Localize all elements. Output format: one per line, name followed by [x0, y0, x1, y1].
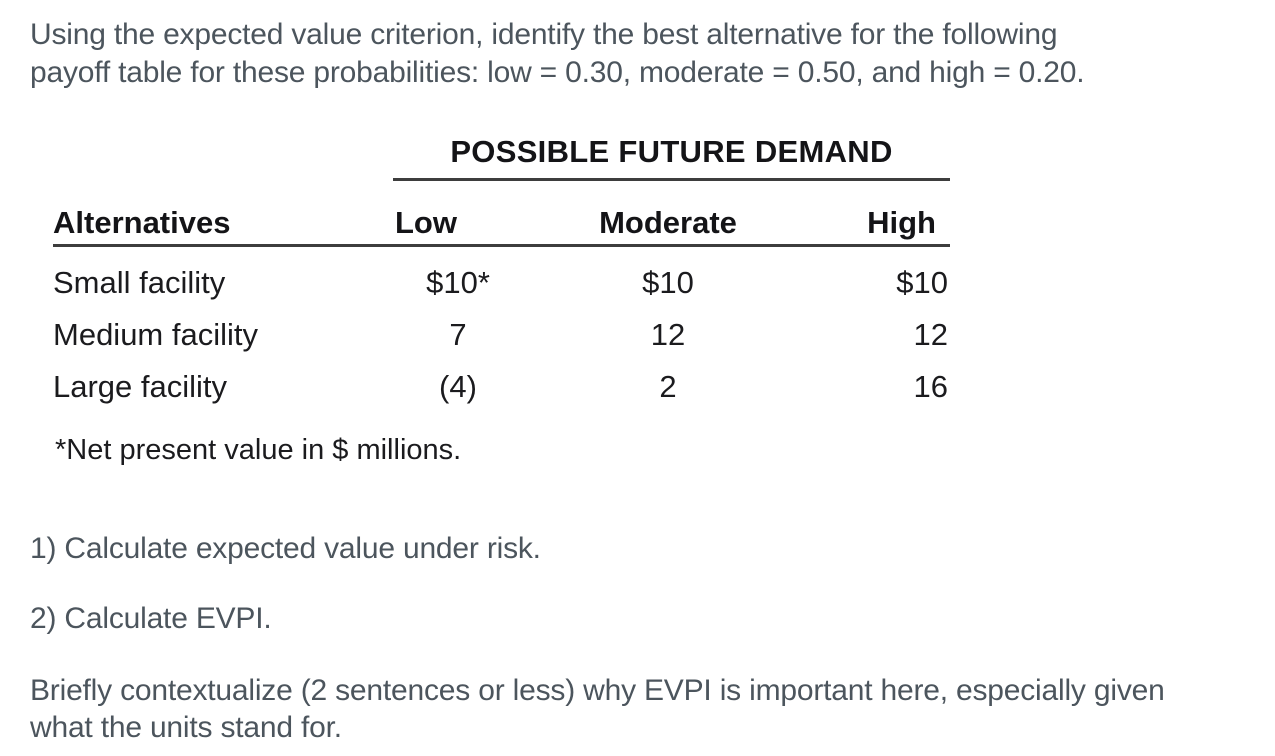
- cell-low: (4): [439, 369, 477, 404]
- table-row-medium-facility: Medium facility 7 12 12: [53, 309, 950, 361]
- table-body: Small facility $10* $10 $10 Medium facil…: [53, 257, 950, 413]
- problem-statement-line-1: Using the expected value criterion, iden…: [30, 18, 1058, 51]
- cell-high: 16: [913, 369, 948, 404]
- closing-paragraph-line-1: Briefly contextualize (2 sentences or le…: [30, 674, 1165, 707]
- closing-paragraph-line-2: what the units stand for.: [30, 711, 342, 744]
- cell-moderate: $10: [642, 265, 694, 300]
- table-spanner-heading: POSSIBLE FUTURE DEMAND: [450, 134, 893, 169]
- column-header-alternatives: Alternatives: [53, 205, 231, 240]
- cell-low: 7: [449, 317, 467, 352]
- task-2: 2) Calculate EVPI.: [30, 602, 272, 635]
- cell-alternative: Large facility: [53, 369, 228, 404]
- cell-moderate: 2: [659, 369, 677, 404]
- cell-alternative: Medium facility: [53, 317, 258, 352]
- column-header-moderate: Moderate: [599, 205, 737, 240]
- cell-high: 12: [913, 317, 948, 352]
- problem-statement: Using the expected value criterion, iden…: [30, 16, 1085, 92]
- cell-moderate: 12: [650, 317, 686, 352]
- task-1: 1) Calculate expected value under risk.: [30, 532, 541, 565]
- header-underline-rule: [53, 244, 950, 247]
- cell-alternative: Small facility: [53, 265, 226, 300]
- closing-paragraph: Briefly contextualize (2 sentences or le…: [30, 672, 1165, 746]
- cell-low: $10*: [426, 265, 490, 300]
- table-row-large-facility: Large facility (4) 2 16: [53, 361, 950, 413]
- column-header-high: High: [867, 205, 936, 240]
- table-footnote: *Net present value in $ millions.: [55, 434, 462, 466]
- table-row-small-facility: Small facility $10* $10 $10: [53, 257, 950, 309]
- problem-statement-line-2: payoff table for these probabilities: lo…: [30, 56, 1085, 89]
- cell-high: $10: [896, 265, 948, 300]
- column-header-low: Low: [395, 205, 457, 240]
- table-header-row: Alternatives Low Moderate High: [53, 204, 950, 242]
- spanner-underline-rule: [393, 178, 950, 181]
